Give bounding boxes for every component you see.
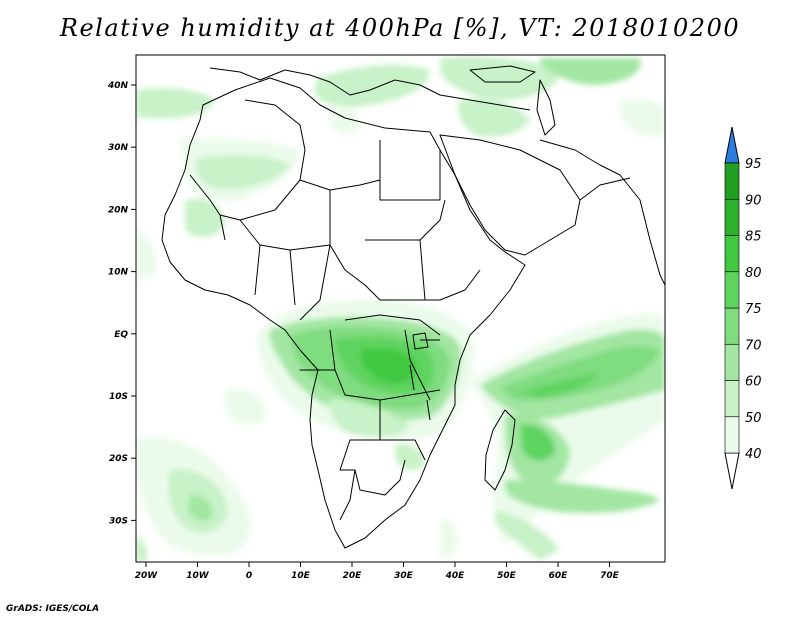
lon-tick-label: 40E	[445, 571, 466, 581]
lat-tick-label: 10S	[109, 392, 128, 402]
humidity-region	[520, 424, 555, 461]
lon-tick-label: 10W	[186, 571, 210, 581]
humidity-region	[620, 98, 665, 137]
humidity-region	[505, 479, 660, 514]
humidity-region	[330, 108, 361, 134]
map-frame	[135, 54, 666, 563]
colorbar-segment	[724, 307, 740, 345]
humidity-region	[395, 443, 425, 471]
colorbar-top-arrow	[724, 126, 740, 164]
colorbar-label: 80	[745, 266, 762, 281]
humidity-region	[360, 348, 417, 384]
lon-tick-label: 20E	[343, 571, 363, 581]
humidity-region	[195, 154, 290, 190]
colorbar-segment	[724, 343, 740, 381]
humidity-region	[329, 398, 410, 438]
colorbar-label: 40	[745, 447, 762, 462]
caspian-black-sea	[469, 65, 556, 136]
lat-tick-label: 20N	[108, 205, 129, 215]
lon-tick-label: 0	[246, 571, 252, 581]
humidity-region	[315, 64, 430, 107]
country-borders	[189, 99, 481, 521]
lake	[426, 399, 431, 421]
humidity-region	[185, 198, 225, 237]
lon-tick-label: 10E	[291, 571, 311, 581]
colorbar: 40 50 60 70 75 80 85 90 95	[724, 126, 762, 490]
lat-tick-label: 40N	[107, 81, 129, 91]
colorbar-segment	[724, 271, 740, 309]
lon-tick-label: 20W	[135, 571, 159, 581]
lon-tick-label: 30E	[394, 571, 414, 581]
colorbar-segment	[724, 162, 740, 200]
lat-tick-label: 10N	[108, 268, 129, 278]
madagascar-coastline	[484, 409, 516, 491]
humidity-region	[440, 56, 560, 100]
humidity-region	[540, 58, 641, 85]
humidity-region	[225, 389, 266, 426]
colorbar-bottom-arrow	[724, 452, 740, 490]
arabia-coastline	[439, 134, 581, 256]
humidity-field	[136, 56, 665, 562]
coastlines-borders	[161, 65, 665, 549]
map-title: Relative humidity at 400hPa [%], VT: 201…	[59, 14, 741, 42]
colorbar-label: 90	[745, 193, 762, 208]
lake	[412, 332, 429, 350]
colorbar-label: 85	[745, 230, 762, 245]
colorbar-label: 75	[745, 302, 762, 317]
humidity-region	[495, 510, 560, 560]
colorbar-label: 60	[745, 375, 762, 390]
lat-tick-label: EQ	[114, 330, 128, 340]
asia-coastline	[539, 139, 665, 286]
colorbar-segment	[724, 416, 740, 454]
europe-coastline	[209, 67, 531, 111]
longitude-axis: 20W 10W 0 10E 20E 30E 40E 50E 60E 70E	[135, 562, 620, 581]
colorbar-segment	[724, 380, 740, 418]
humidity-region	[440, 519, 459, 560]
colorbar-segment	[724, 235, 740, 273]
colorbar-segment	[724, 198, 740, 236]
lat-tick-label: 20S	[109, 454, 128, 464]
colorbar-label: 70	[745, 338, 762, 353]
humidity-region	[136, 88, 215, 119]
grads-credit: GrADS: IGES/COLA	[6, 604, 100, 614]
humidity-region	[520, 372, 600, 398]
lon-tick-label: 70E	[600, 571, 620, 581]
lon-tick-label: 50E	[497, 571, 517, 581]
latitude-axis: 40N 30N 20N 10N EQ 10S 20S 30S	[107, 81, 136, 526]
lon-tick-label: 60E	[549, 571, 569, 581]
humidity-region	[136, 230, 157, 280]
colorbar-label: 50	[745, 411, 762, 426]
lat-tick-label: 30S	[109, 516, 128, 526]
humidity-region	[188, 494, 213, 522]
humidity-region	[458, 98, 530, 137]
lat-tick-label: 30N	[108, 143, 129, 153]
lake	[409, 364, 415, 391]
humidity-region	[136, 535, 147, 562]
colorbar-label: 95	[745, 157, 762, 172]
